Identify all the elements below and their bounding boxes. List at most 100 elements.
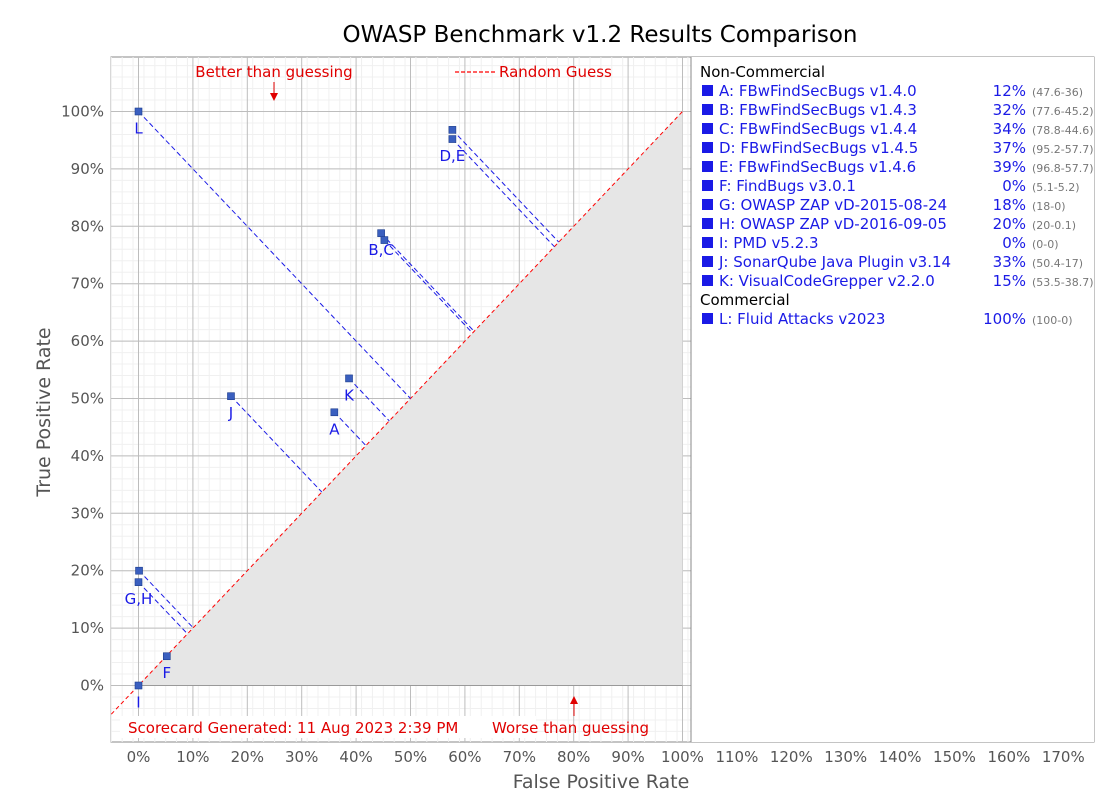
legend-marker-icon [702,275,713,286]
point-g [134,578,143,586]
y-tick-label: 10% [71,619,104,637]
legend-item-label: D: FBwFindSecBugs v1.4.5 [719,139,918,157]
projection-line-k [348,378,390,422]
y-tick-label: 20% [71,562,104,580]
legend-item-score: 39% [993,158,1026,176]
legend-item-label: K: VisualCodeGrepper v2.2.0 [719,272,935,290]
legend-item-score: 0% [1002,234,1026,252]
legend-item-range: (95.2-57.7) [1032,143,1094,156]
legend-item-score: 15% [993,272,1026,290]
legend-item-range: (20-0.1) [1032,219,1076,232]
x-tick-label: 80% [557,748,590,766]
legend-marker-icon [702,199,713,210]
legend-item-label: L: Fluid Attacks v2023 [719,310,885,328]
legend-marker-icon [702,180,713,191]
point-j [227,392,235,401]
legend-item-label: J: SonarQube Java Plugin v3.14 [718,253,951,271]
point-label: L [134,120,143,138]
point-label: K [344,386,355,404]
legend-item-range: (5.1-5.2) [1032,181,1080,194]
worse-arrow-head [570,696,578,704]
projection-line-d [452,138,555,248]
legend-marker-icon [702,142,713,153]
x-tick-label: 40% [339,748,372,766]
y-tick-label: 60% [71,332,104,350]
legend-marker-icon [702,85,713,96]
legend-item-score: 20% [993,215,1026,233]
x-tick-label: 50% [394,748,427,766]
legend-item-score: 18% [993,196,1026,214]
point-f [162,652,171,661]
point-label: D,E [439,147,465,165]
x-tick-label: 90% [611,748,644,766]
projection-line-b [384,239,473,334]
legend-item-label: C: FBwFindSecBugs v1.4.4 [719,120,917,138]
point-e [448,126,457,134]
y-axis-label: True Positive Rate [33,327,55,497]
y-tick-label: 0% [80,677,104,695]
x-tick-label: 10% [176,748,209,766]
legend-item-score: 100% [983,310,1026,328]
y-tick-label: 100% [61,103,104,121]
legend-item-range: (53.5-38.7) [1032,276,1094,289]
legend-item-range: (18-0) [1032,200,1066,213]
x-tick-label: 170% [1042,748,1085,766]
random-guess-line [110,111,683,715]
legend-marker-icon [702,161,713,172]
legend-item-score: 34% [993,120,1026,138]
legend-marker-icon [702,123,713,134]
point-k [345,374,353,383]
legend-item-label: B: FBwFindSecBugs v1.4.3 [719,101,917,119]
x-tick-label: 20% [231,748,264,766]
x-axis-label: False Positive Rate [513,771,690,793]
legend-item-label: E: FBwFindSecBugs v1.4.6 [719,158,916,176]
point-label: A [329,420,340,438]
point-c [377,229,385,237]
projection-line-e [452,129,560,243]
legend-item-label: I: PMD v5.2.3 [719,234,819,252]
y-tick-label: 90% [71,160,104,178]
legend-marker-icon [702,256,713,267]
legend-item-label: G: OWASP ZAP vD-2015-08-24 [719,196,947,214]
legend-marker-icon [702,218,713,229]
x-tick-label: 130% [824,748,867,766]
legend-group-title: Commercial [700,291,790,309]
legend-item-range: (47.6-36) [1032,86,1083,99]
legend-item-range: (100-0) [1032,314,1073,327]
point-l [134,107,143,116]
x-tick-label: 0% [127,748,151,766]
point-i [134,681,143,690]
legend-item-range: (77.6-45.2) [1032,105,1094,118]
better-arrow-head [270,93,278,101]
worse-annotation: Worse than guessing [492,719,649,737]
projection-line-l [138,111,411,399]
y-tick-label: 50% [71,390,104,408]
chart-title: OWASP Benchmark v1.2 Results Comparison [343,22,858,48]
y-tick-label: 40% [71,447,104,465]
projection-line-c [380,232,475,332]
projection-line-j [230,395,323,493]
scorecard-generated-note: Scorecard Generated: 11 Aug 2023 2:39 PM [128,719,458,737]
legend-marker-icon [702,104,713,115]
legend-item-range: (50.4-17) [1032,257,1083,270]
legend-item-score: 33% [993,253,1026,271]
x-tick-label: 150% [933,748,976,766]
x-tick-label: 160% [987,748,1030,766]
legend-item-score: 32% [993,101,1026,119]
legend-item-range: (78.8-44.6) [1032,124,1094,137]
y-tick-label: 80% [71,217,104,235]
x-tick-label: 140% [879,748,922,766]
generated-background [120,716,536,738]
x-tick-label: 110% [715,748,758,766]
legend-item-score: 0% [1002,177,1026,195]
legend-item-label: F: FindBugs v3.0.1 [719,177,856,195]
x-tick-label: 100% [661,748,704,766]
legend-item-range: (96.8-57.7) [1032,162,1094,175]
better-annotation: Better than guessing [195,63,352,81]
projection-line-g [138,581,188,635]
legend-background [691,57,1094,742]
legend-item-label: H: OWASP ZAP vD-2016-09-05 [719,215,947,233]
point-a [330,408,339,417]
